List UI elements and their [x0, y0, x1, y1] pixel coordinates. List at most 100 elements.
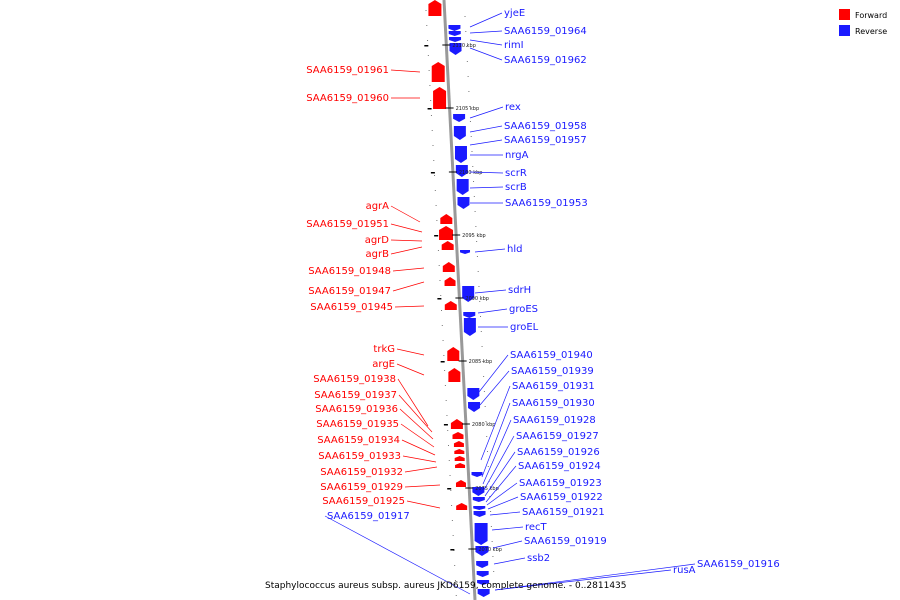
genome-caption: Staphylococcus aureus subsp. aureus JKD6… — [265, 581, 627, 591]
ruler-dot — [433, 160, 435, 161]
ruler-dot — [487, 466, 489, 467]
gene-label: ssb2 — [527, 553, 550, 564]
ruler-dot — [469, 106, 471, 107]
leader-line — [487, 496, 519, 510]
leader-line — [480, 385, 511, 461]
ruler-dot — [491, 541, 493, 542]
ruler-dot — [452, 535, 454, 536]
gene-label: recT — [525, 522, 548, 533]
leader-line — [493, 557, 526, 565]
ruler-dot — [466, 46, 468, 47]
leader-line — [486, 482, 518, 506]
forward-gene-arrow — [439, 226, 454, 240]
ruler-dot — [442, 340, 444, 341]
leader-line — [402, 455, 437, 463]
leader-line — [483, 435, 515, 491]
tick-dash-left — [440, 361, 445, 363]
genome-backbone — [442, 0, 477, 600]
gene-label: SAA6159_01958 — [504, 121, 587, 132]
ruler-dot — [477, 271, 479, 272]
reverse-gene-arrow — [462, 286, 475, 302]
forward-gene-arrow — [431, 62, 445, 82]
ruler-dot — [473, 196, 475, 197]
gene-label: SAA6159_01924 — [518, 461, 601, 472]
ruler-dot — [473, 181, 475, 182]
leader-line — [390, 246, 423, 255]
tick-dash-left — [447, 488, 452, 490]
reverse-gene-arrow — [474, 523, 488, 545]
tick-label: 2080 kbp — [472, 422, 496, 428]
ruler-dot — [449, 475, 451, 476]
forward-gene-arrow — [456, 503, 468, 510]
gene-label: SAA6159_01951 — [306, 219, 389, 230]
gene-label: SAA6159_01948 — [308, 266, 391, 277]
forward-gene-arrow — [448, 368, 461, 382]
gene-label: rex — [505, 102, 521, 113]
leader-line — [479, 370, 510, 406]
gene-label: SAA6159_01931 — [512, 381, 595, 392]
gene-label: SAA6159_01930 — [512, 398, 595, 409]
leader-line — [394, 305, 425, 308]
gene-label: SAA6159_01933 — [318, 451, 401, 462]
reverse-gene-arrow — [463, 318, 476, 336]
ruler-dot — [454, 565, 456, 566]
gene-label: SAA6159_01961 — [306, 65, 389, 76]
leader-line — [396, 348, 425, 356]
leader-line — [401, 439, 436, 456]
ruler-dot — [445, 400, 447, 401]
ruler-dot — [484, 406, 486, 407]
leader-line — [469, 171, 504, 174]
legend-reverse-swatch — [839, 25, 850, 36]
leader-line — [469, 30, 503, 34]
leader-line — [491, 526, 524, 531]
ruler-dot — [485, 421, 487, 422]
ruler-dot — [467, 76, 469, 77]
gene-label: SAA6159_01922 — [520, 492, 603, 503]
gene-label: SAA6159_01947 — [308, 286, 391, 297]
gene-label: SAA6159_01932 — [320, 467, 403, 478]
ruler-dot — [437, 250, 439, 251]
tick-label: 2105 kbp — [456, 106, 480, 112]
reverse-gene-arrow — [460, 250, 471, 254]
tick-dash-left — [424, 45, 429, 47]
leader-line — [469, 47, 503, 61]
gene-label: SAA6159_01929 — [320, 482, 403, 493]
gene-label: SAA6159_01919 — [524, 536, 607, 547]
leader-line — [392, 281, 425, 292]
ruler-dot — [468, 91, 470, 92]
ruler-dot — [444, 370, 446, 371]
forward-gene-arrow — [441, 241, 454, 250]
gene-labels: SAA6159_01961 SAA6159_01960 agrA SAA6159_01… — [306, 8, 780, 576]
leader-line — [474, 289, 507, 294]
leader-line — [477, 308, 508, 314]
reverse-gene-arrow — [476, 571, 489, 577]
ruler-dot — [444, 385, 446, 386]
ruler-dot — [431, 130, 433, 131]
ruler-dot — [443, 355, 445, 356]
reverse-gene-arrow — [448, 31, 461, 36]
forward-gene-arrow — [450, 419, 463, 429]
forward-gene-arrow — [428, 0, 442, 16]
gene-label: SAA6159_01953 — [505, 198, 588, 209]
gene-label: scrB — [505, 182, 527, 193]
tick-label: 2075 kbp — [475, 486, 499, 492]
coordinate-ticks: 2110 kbp 2105 kbp 2100 kbp 2095 kbp 2090 kbp… — [424, 43, 502, 553]
reverse-gene-arrow — [472, 487, 485, 496]
leader-line — [484, 451, 516, 497]
ruler-dot — [447, 445, 449, 446]
ruler-dot — [476, 256, 478, 257]
ruler-dot — [470, 136, 472, 137]
leader-line — [469, 186, 504, 189]
tick-dash-left — [434, 235, 439, 237]
reverse-gene-arrow — [453, 114, 466, 122]
reverse-gene-arrow — [477, 580, 490, 585]
gene-label: agrB — [366, 249, 390, 260]
forward-gene-arrow — [454, 456, 465, 461]
gene-label: SAA6159_01962 — [504, 55, 587, 66]
reverse-gene-arrow — [473, 511, 486, 517]
ruler-dot — [471, 151, 473, 152]
leader-line — [469, 106, 504, 119]
gene-label: SAA6159_01926 — [517, 447, 600, 458]
reverse-gene-arrow — [453, 126, 466, 140]
reverse-gene-arrow — [472, 497, 485, 502]
